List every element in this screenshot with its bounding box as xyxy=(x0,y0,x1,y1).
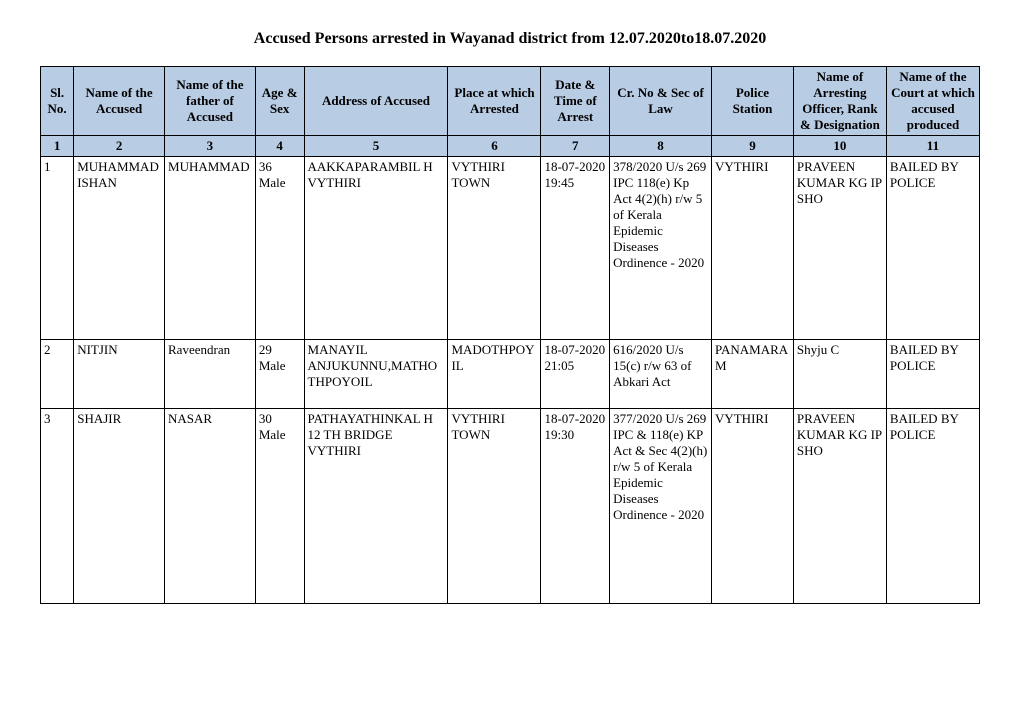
cell-slno: 1 xyxy=(41,157,74,340)
arrests-table: Sl. No. Name of the Accused Name of the … xyxy=(40,66,980,604)
cell-station: VYTHIRI xyxy=(711,409,793,604)
cell-officer: PRAVEEN KUMAR KG IP SHO xyxy=(793,409,886,604)
cell-accused: SHAJIR xyxy=(74,409,165,604)
cell-father: NASAR xyxy=(165,409,256,604)
header-accused: Name of the Accused xyxy=(74,67,165,136)
header-station: Police Station xyxy=(711,67,793,136)
cell-officer: Shyju C xyxy=(793,340,886,409)
table-row: 2 NITJIN Raveendran 29 Male MANAYIL ANJU… xyxy=(41,340,980,409)
cell-station: PANAMARAM xyxy=(711,340,793,409)
cell-slno: 3 xyxy=(41,409,74,604)
cell-datetime: 18-07-2020 21:05 xyxy=(541,340,610,409)
cell-father: Raveendran xyxy=(165,340,256,409)
cell-court: BAILED BY POLICE xyxy=(886,157,979,340)
table-row: 1 MUHAMMAD ISHAN MUHAMMAD 36 Male AAKKAP… xyxy=(41,157,980,340)
colnum: 3 xyxy=(165,136,256,157)
header-place: Place at which Arrested xyxy=(448,67,541,136)
colnum: 6 xyxy=(448,136,541,157)
colnum: 8 xyxy=(610,136,712,157)
cell-crno: 377/2020 U/s 269 IPC & 118(e) KP Act & S… xyxy=(610,409,712,604)
cell-place: VYTHIRI TOWN xyxy=(448,409,541,604)
cell-accused: MUHAMMAD ISHAN xyxy=(74,157,165,340)
cell-accused: NITJIN xyxy=(74,340,165,409)
cell-place: MADOTHPOYIL xyxy=(448,340,541,409)
cell-age-sex: 29 Male xyxy=(255,340,304,409)
cell-age-sex: 30 Male xyxy=(255,409,304,604)
colnum: 11 xyxy=(886,136,979,157)
colnum: 4 xyxy=(255,136,304,157)
cell-place: VYTHIRI TOWN xyxy=(448,157,541,340)
cell-age-sex: 36 Male xyxy=(255,157,304,340)
cell-crno: 378/2020 U/s 269 IPC 118(e) Kp Act 4(2)(… xyxy=(610,157,712,340)
header-address: Address of Accused xyxy=(304,67,448,136)
cell-father: MUHAMMAD xyxy=(165,157,256,340)
cell-address: MANAYIL ANJUKUNNU,MATHOTHPOYOIL xyxy=(304,340,448,409)
colnum: 9 xyxy=(711,136,793,157)
cell-datetime: 18-07-2020 19:45 xyxy=(541,157,610,340)
cell-station: VYTHIRI xyxy=(711,157,793,340)
cell-slno: 2 xyxy=(41,340,74,409)
cell-court: BAILED BY POLICE xyxy=(886,340,979,409)
cell-address: AAKKAPARAMBIL H VYTHIRI xyxy=(304,157,448,340)
cell-datetime: 18-07-2020 19:30 xyxy=(541,409,610,604)
header-father: Name of the father of Accused xyxy=(165,67,256,136)
header-datetime: Date & Time of Arrest xyxy=(541,67,610,136)
cell-court: BAILED BY POLICE xyxy=(886,409,979,604)
table-row: 3 SHAJIR NASAR 30 Male PATHAYATHINKAL H … xyxy=(41,409,980,604)
table-colnum-row: 1 2 3 4 5 6 7 8 9 10 11 xyxy=(41,136,980,157)
colnum: 5 xyxy=(304,136,448,157)
colnum: 7 xyxy=(541,136,610,157)
cell-address: PATHAYATHINKAL H 12 TH BRIDGE VYTHIRI xyxy=(304,409,448,604)
header-slno: Sl. No. xyxy=(41,67,74,136)
table-header-row: Sl. No. Name of the Accused Name of the … xyxy=(41,67,980,136)
header-court: Name of the Court at which accused produ… xyxy=(886,67,979,136)
header-officer: Name of Arresting Officer, Rank & Design… xyxy=(793,67,886,136)
header-crno: Cr. No & Sec of Law xyxy=(610,67,712,136)
cell-crno: 616/2020 U/s 15(c) r/w 63 of Abkari Act xyxy=(610,340,712,409)
header-age-sex: Age & Sex xyxy=(255,67,304,136)
cell-officer: PRAVEEN KUMAR KG IP SHO xyxy=(793,157,886,340)
colnum: 10 xyxy=(793,136,886,157)
page-title: Accused Persons arrested in Wayanad dist… xyxy=(40,30,980,48)
colnum: 2 xyxy=(74,136,165,157)
colnum: 1 xyxy=(41,136,74,157)
